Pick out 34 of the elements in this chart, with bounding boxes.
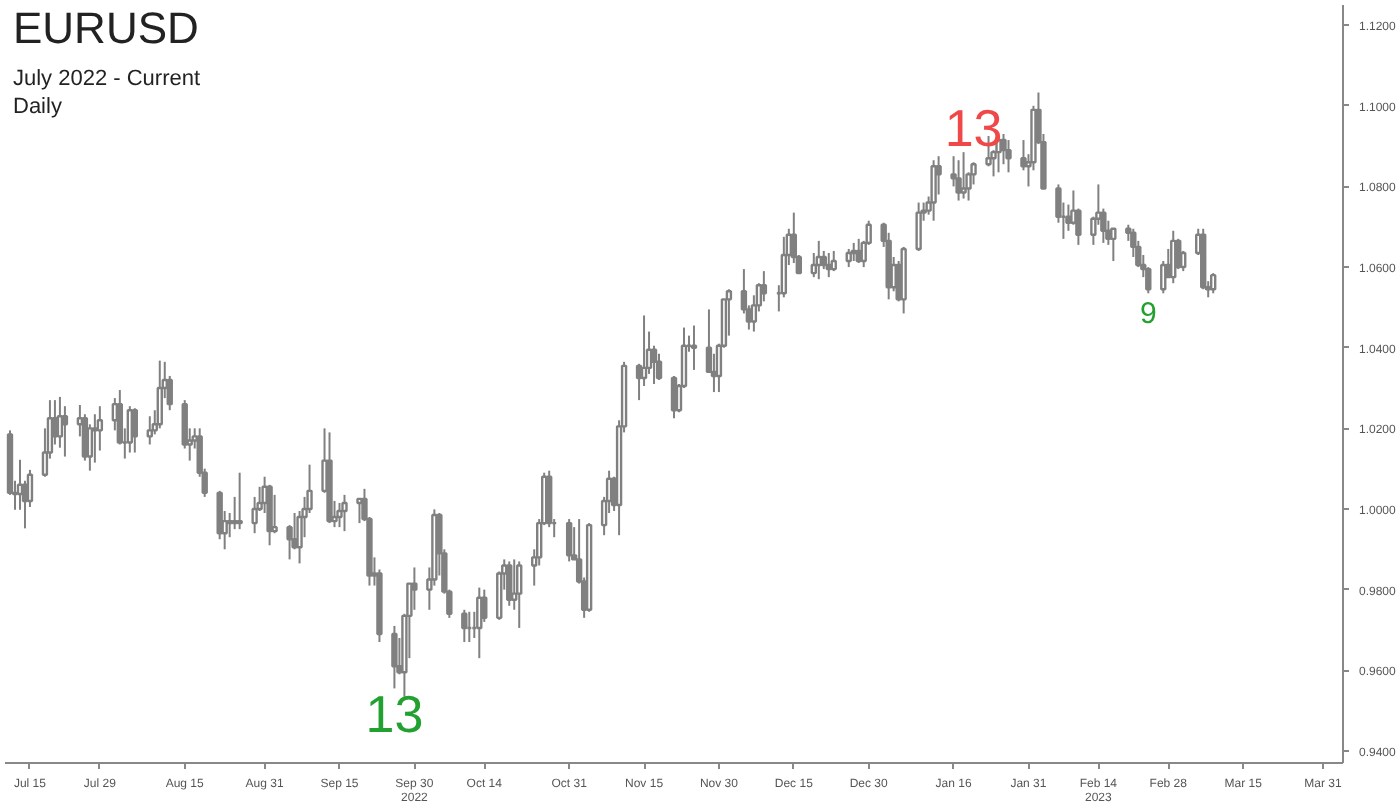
text: July 2022 - Current (13, 67, 201, 91)
candlestick (131, 407, 138, 454)
candlestick (1210, 272, 1217, 295)
annotation: Daily (13, 95, 63, 119)
chart-title: EURUSD (13, 3, 199, 53)
annotation: 9 (1139, 297, 1157, 332)
candlestick (565, 518, 573, 563)
candlestick (411, 566, 418, 611)
candlestick (915, 201, 922, 252)
candlestick (1000, 133, 1007, 166)
candlestick (930, 159, 937, 222)
candlestick (91, 413, 99, 464)
candlestick (506, 560, 513, 607)
annotation: 13 (944, 98, 1003, 159)
candlestick (146, 415, 153, 446)
candlestick (341, 493, 348, 533)
candlestick (830, 249, 837, 273)
candlestick (845, 247, 852, 269)
candlestick (461, 608, 468, 644)
candlestick (820, 249, 827, 271)
candlestick (516, 560, 523, 629)
candlestick (760, 270, 768, 303)
candlestick (216, 489, 223, 541)
candlestick (156, 359, 163, 430)
candlestick (960, 151, 967, 200)
candlestick (56, 395, 64, 449)
annotation: 13 (365, 684, 424, 745)
candlestick (850, 241, 857, 263)
candlestick (251, 495, 258, 535)
candlestick (885, 231, 892, 301)
candlestick (236, 471, 243, 531)
candlestick (545, 469, 553, 529)
candlestick (61, 405, 69, 458)
candlestick (655, 352, 663, 381)
